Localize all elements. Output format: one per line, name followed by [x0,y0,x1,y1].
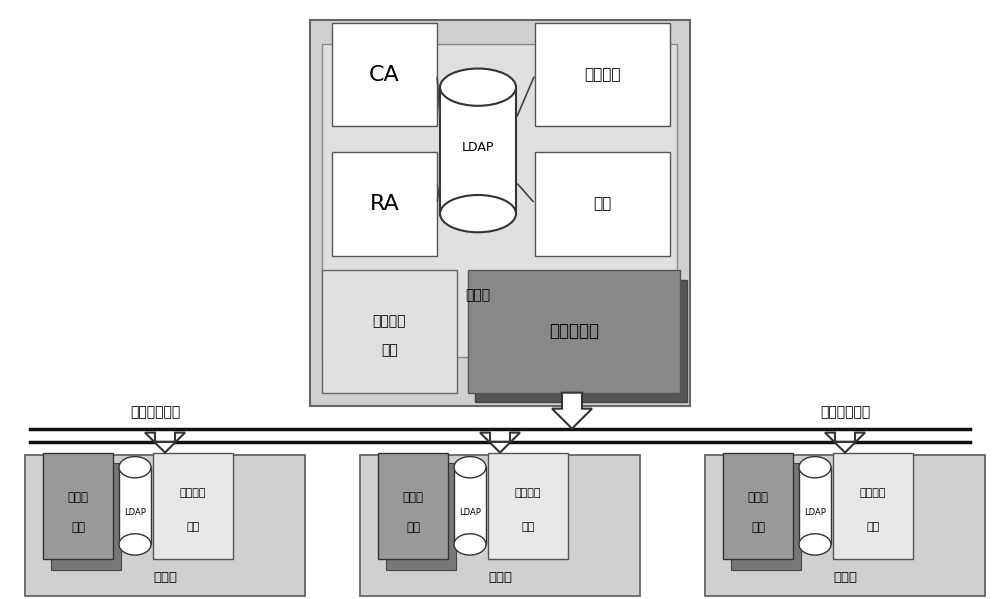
Polygon shape [825,432,865,453]
Text: 网上受理: 网上受理 [373,314,406,328]
Bar [731,463,801,570]
Text: LDAP: LDAP [462,141,494,155]
Text: 系统: 系统 [186,522,200,532]
Bar [322,44,677,357]
Bar [322,270,457,393]
Ellipse shape [440,195,516,232]
Bar [119,467,151,544]
Text: 网上受理: 网上受理 [180,488,206,498]
Bar [535,23,670,126]
Ellipse shape [119,456,151,478]
Bar [51,463,121,570]
Text: LDAP: LDAP [124,508,146,517]
Ellipse shape [454,456,486,478]
Bar [386,463,456,570]
Bar [705,455,985,597]
Text: 证书同步机制: 证书同步机制 [130,406,180,420]
Bar [475,280,687,402]
Bar [833,453,913,559]
Text: LDAP: LDAP [459,508,481,517]
Text: 系统: 系统 [521,522,535,532]
Bar [723,453,793,559]
Ellipse shape [454,534,486,555]
Ellipse shape [799,534,831,555]
Text: 网上受理: 网上受理 [515,488,541,498]
Text: 网上受理: 网上受理 [860,488,886,498]
Ellipse shape [119,534,151,555]
Bar [25,455,305,597]
Bar [535,152,670,256]
Text: 身份库: 身份库 [153,571,177,584]
Text: 系统: 系统 [381,343,398,357]
Text: 用户信息: 用户信息 [584,67,621,82]
Bar [153,453,233,559]
Text: 身份库: 身份库 [488,571,512,584]
Bar [378,453,448,559]
Text: 身份库: 身份库 [833,571,857,584]
Text: LDAP: LDAP [804,508,826,517]
Bar [488,453,568,559]
Bar [468,270,680,393]
Polygon shape [480,432,520,453]
Bar [454,467,486,544]
Text: 分认证: 分认证 [68,491,88,504]
Text: RA: RA [370,193,399,214]
Text: 中心: 中心 [406,521,420,534]
Text: 分认证: 分认证 [402,491,424,504]
Bar [799,467,831,544]
Text: 系统: 系统 [866,522,880,532]
Text: 证书同步机制: 证书同步机制 [820,406,870,420]
Bar [440,87,516,214]
Bar [332,152,437,256]
Polygon shape [552,393,592,429]
Ellipse shape [440,68,516,106]
Polygon shape [145,432,185,453]
Bar [43,453,113,559]
Text: 总认证中心: 总认证中心 [549,322,599,340]
Text: CA: CA [369,65,400,84]
Bar [360,455,640,597]
Text: 身份库: 身份库 [465,289,491,302]
Text: 中心: 中心 [71,521,85,534]
Text: 分认证: 分认证 [747,491,768,504]
Bar [310,20,690,406]
Ellipse shape [799,456,831,478]
Text: 口令: 口令 [593,196,612,211]
Bar [332,23,437,126]
Text: 中心: 中心 [751,521,765,534]
